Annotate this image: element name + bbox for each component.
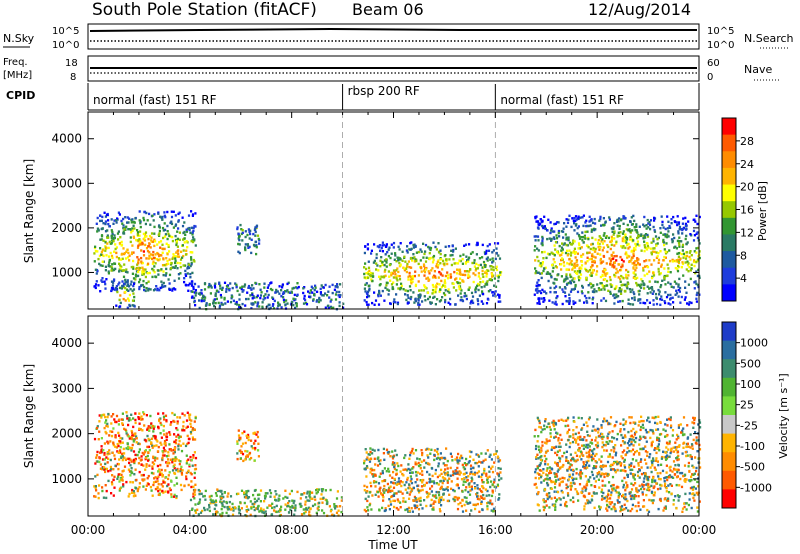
time-tick-label: 00:00	[682, 523, 717, 537]
power-colorbar: 28 24 20 16 12 8 4	[721, 117, 754, 302]
freq-panel: Freq. [MHz] 18 8 60 0 Nave	[3, 55, 780, 83]
colorbar-swatch	[722, 396, 736, 416]
beam-label: Beam 06	[352, 0, 424, 19]
colorbar-swatch	[722, 134, 736, 152]
colorbar-tick-label: -1000	[740, 481, 772, 494]
velocity-panel: 1000 2000 3000 4000 Slant Range [km] 1000 50…	[22, 315, 790, 518]
range-tick-label: 4000	[51, 132, 82, 146]
colorbar-tick-label: 28	[740, 135, 754, 148]
freq-frame	[87, 55, 700, 82]
time-tick-label: 04:00	[173, 523, 208, 537]
colorbar-tick-label: -500	[740, 461, 765, 474]
station-title: South Pole Station (fitACF)	[92, 0, 317, 20]
colorbar-tick-label: -25	[740, 419, 758, 432]
colorbar-swatch	[722, 251, 736, 269]
cpid-segment-label: normal (fast) 151 RF	[500, 93, 624, 107]
colorbar-swatch	[722, 284, 736, 302]
cpid-label: CPID	[6, 89, 35, 102]
freq-label-1: Freq.	[3, 57, 28, 68]
time-tick-label: 20:00	[580, 523, 615, 537]
colorbar-tick-label: 100	[740, 378, 761, 391]
power-colorbar-label: Power [dB]	[756, 181, 769, 241]
colorbar-swatch	[722, 184, 736, 202]
time-tick-label: 12:00	[376, 523, 411, 537]
nave-label: Nave	[744, 63, 772, 76]
colorbar-swatch	[722, 217, 736, 235]
colorbar-swatch	[722, 322, 736, 342]
colorbar-swatch	[722, 415, 736, 435]
power-ylabel: Slant Range [km]	[22, 159, 36, 263]
nsky-tick-top: 10^5	[52, 26, 79, 37]
freq-tick-bottom: 8	[70, 72, 76, 83]
range-tick-label: 1000	[51, 472, 82, 486]
colorbar-swatch	[722, 201, 736, 219]
velocity-scatter-data	[93, 316, 702, 518]
range-tick-label: 1000	[51, 265, 82, 279]
range-tick-label: 2000	[51, 427, 82, 441]
nave-tick-bottom: 0	[707, 72, 713, 83]
colorbar-tick-label: 8	[740, 249, 747, 262]
colorbar-swatch	[722, 433, 736, 453]
colorbar-swatch	[722, 118, 736, 136]
colorbar-tick-label: 20	[740, 181, 754, 194]
nsearch-tick-top: 10^5	[707, 26, 734, 37]
nave-tick-top: 60	[707, 58, 720, 69]
colorbar-tick-label: 1000	[740, 337, 768, 350]
colorbar-swatch	[722, 377, 736, 397]
velocity-axes-frame	[87, 315, 700, 517]
time-tick-label: 00:00	[71, 523, 106, 537]
velocity-colorbar: 1000 500 100 25 -25 -100 -500 -1000	[721, 321, 772, 509]
freq-label-2: [MHz]	[3, 70, 32, 81]
colorbar-swatch	[722, 151, 736, 169]
colorbar-tick-label: 16	[740, 204, 754, 217]
date-label: 12/Aug/2014	[588, 0, 691, 19]
colorbar-tick-label: 500	[740, 357, 761, 370]
time-axis-label: Time UT	[367, 538, 418, 552]
colorbar-swatch	[722, 340, 736, 360]
power-scatter-data	[93, 112, 701, 311]
cpid-segment-label: normal (fast) 151 RF	[93, 93, 217, 107]
cpid-segment-label: rbsp 200 RF	[348, 84, 420, 98]
colorbar-tick-label: 24	[740, 158, 754, 171]
nsky-label: N.Sky	[3, 32, 35, 45]
range-tick-label: 3000	[51, 381, 82, 395]
nsky-tick-bottom: 10^0	[52, 40, 79, 51]
colorbar-swatch	[722, 452, 736, 472]
colorbar-swatch	[722, 167, 736, 186]
nsearch-tick-bottom: 10^0	[707, 40, 734, 51]
colorbar-tick-label: 12	[740, 226, 754, 239]
nsky-panel: N.Sky 10^5 10^0 10^5 10^0 N.Search	[3, 23, 794, 51]
time-tick-label: 16:00	[478, 523, 513, 537]
range-tick-label: 2000	[51, 221, 82, 235]
colorbar-tick-label: 4	[740, 272, 747, 285]
nsky-frame	[87, 23, 700, 50]
cpid-panel: CPID normal (fast) 151 RF rbsp 200 RF norm…	[6, 83, 700, 111]
power-panel: 1000 2000 3000 4000 Slant Range [km] 28 24 20…	[22, 111, 769, 311]
velocity-ylabel: Slant Range [km]	[22, 364, 36, 468]
nsearch-label: N.Search	[744, 32, 794, 45]
time-tick-label: 08:00	[274, 523, 309, 537]
colorbar-swatch	[722, 234, 736, 252]
colorbar-swatch	[722, 489, 736, 509]
colorbar-swatch	[722, 267, 736, 285]
range-tick-label: 3000	[51, 176, 82, 190]
range-tick-label: 4000	[51, 336, 82, 350]
time-axis: 00:00 04:00 08:00 12:00 16:00 20:00 00:00	[71, 523, 717, 537]
colorbar-tick-label: -100	[740, 440, 765, 453]
colorbar-tick-label: 25	[740, 399, 754, 412]
colorbar-swatch	[722, 470, 736, 490]
velocity-colorbar-label: Velocity [m s⁻¹]	[777, 373, 790, 458]
colorbar-swatch	[722, 359, 736, 379]
freq-tick-top: 18	[65, 58, 78, 69]
